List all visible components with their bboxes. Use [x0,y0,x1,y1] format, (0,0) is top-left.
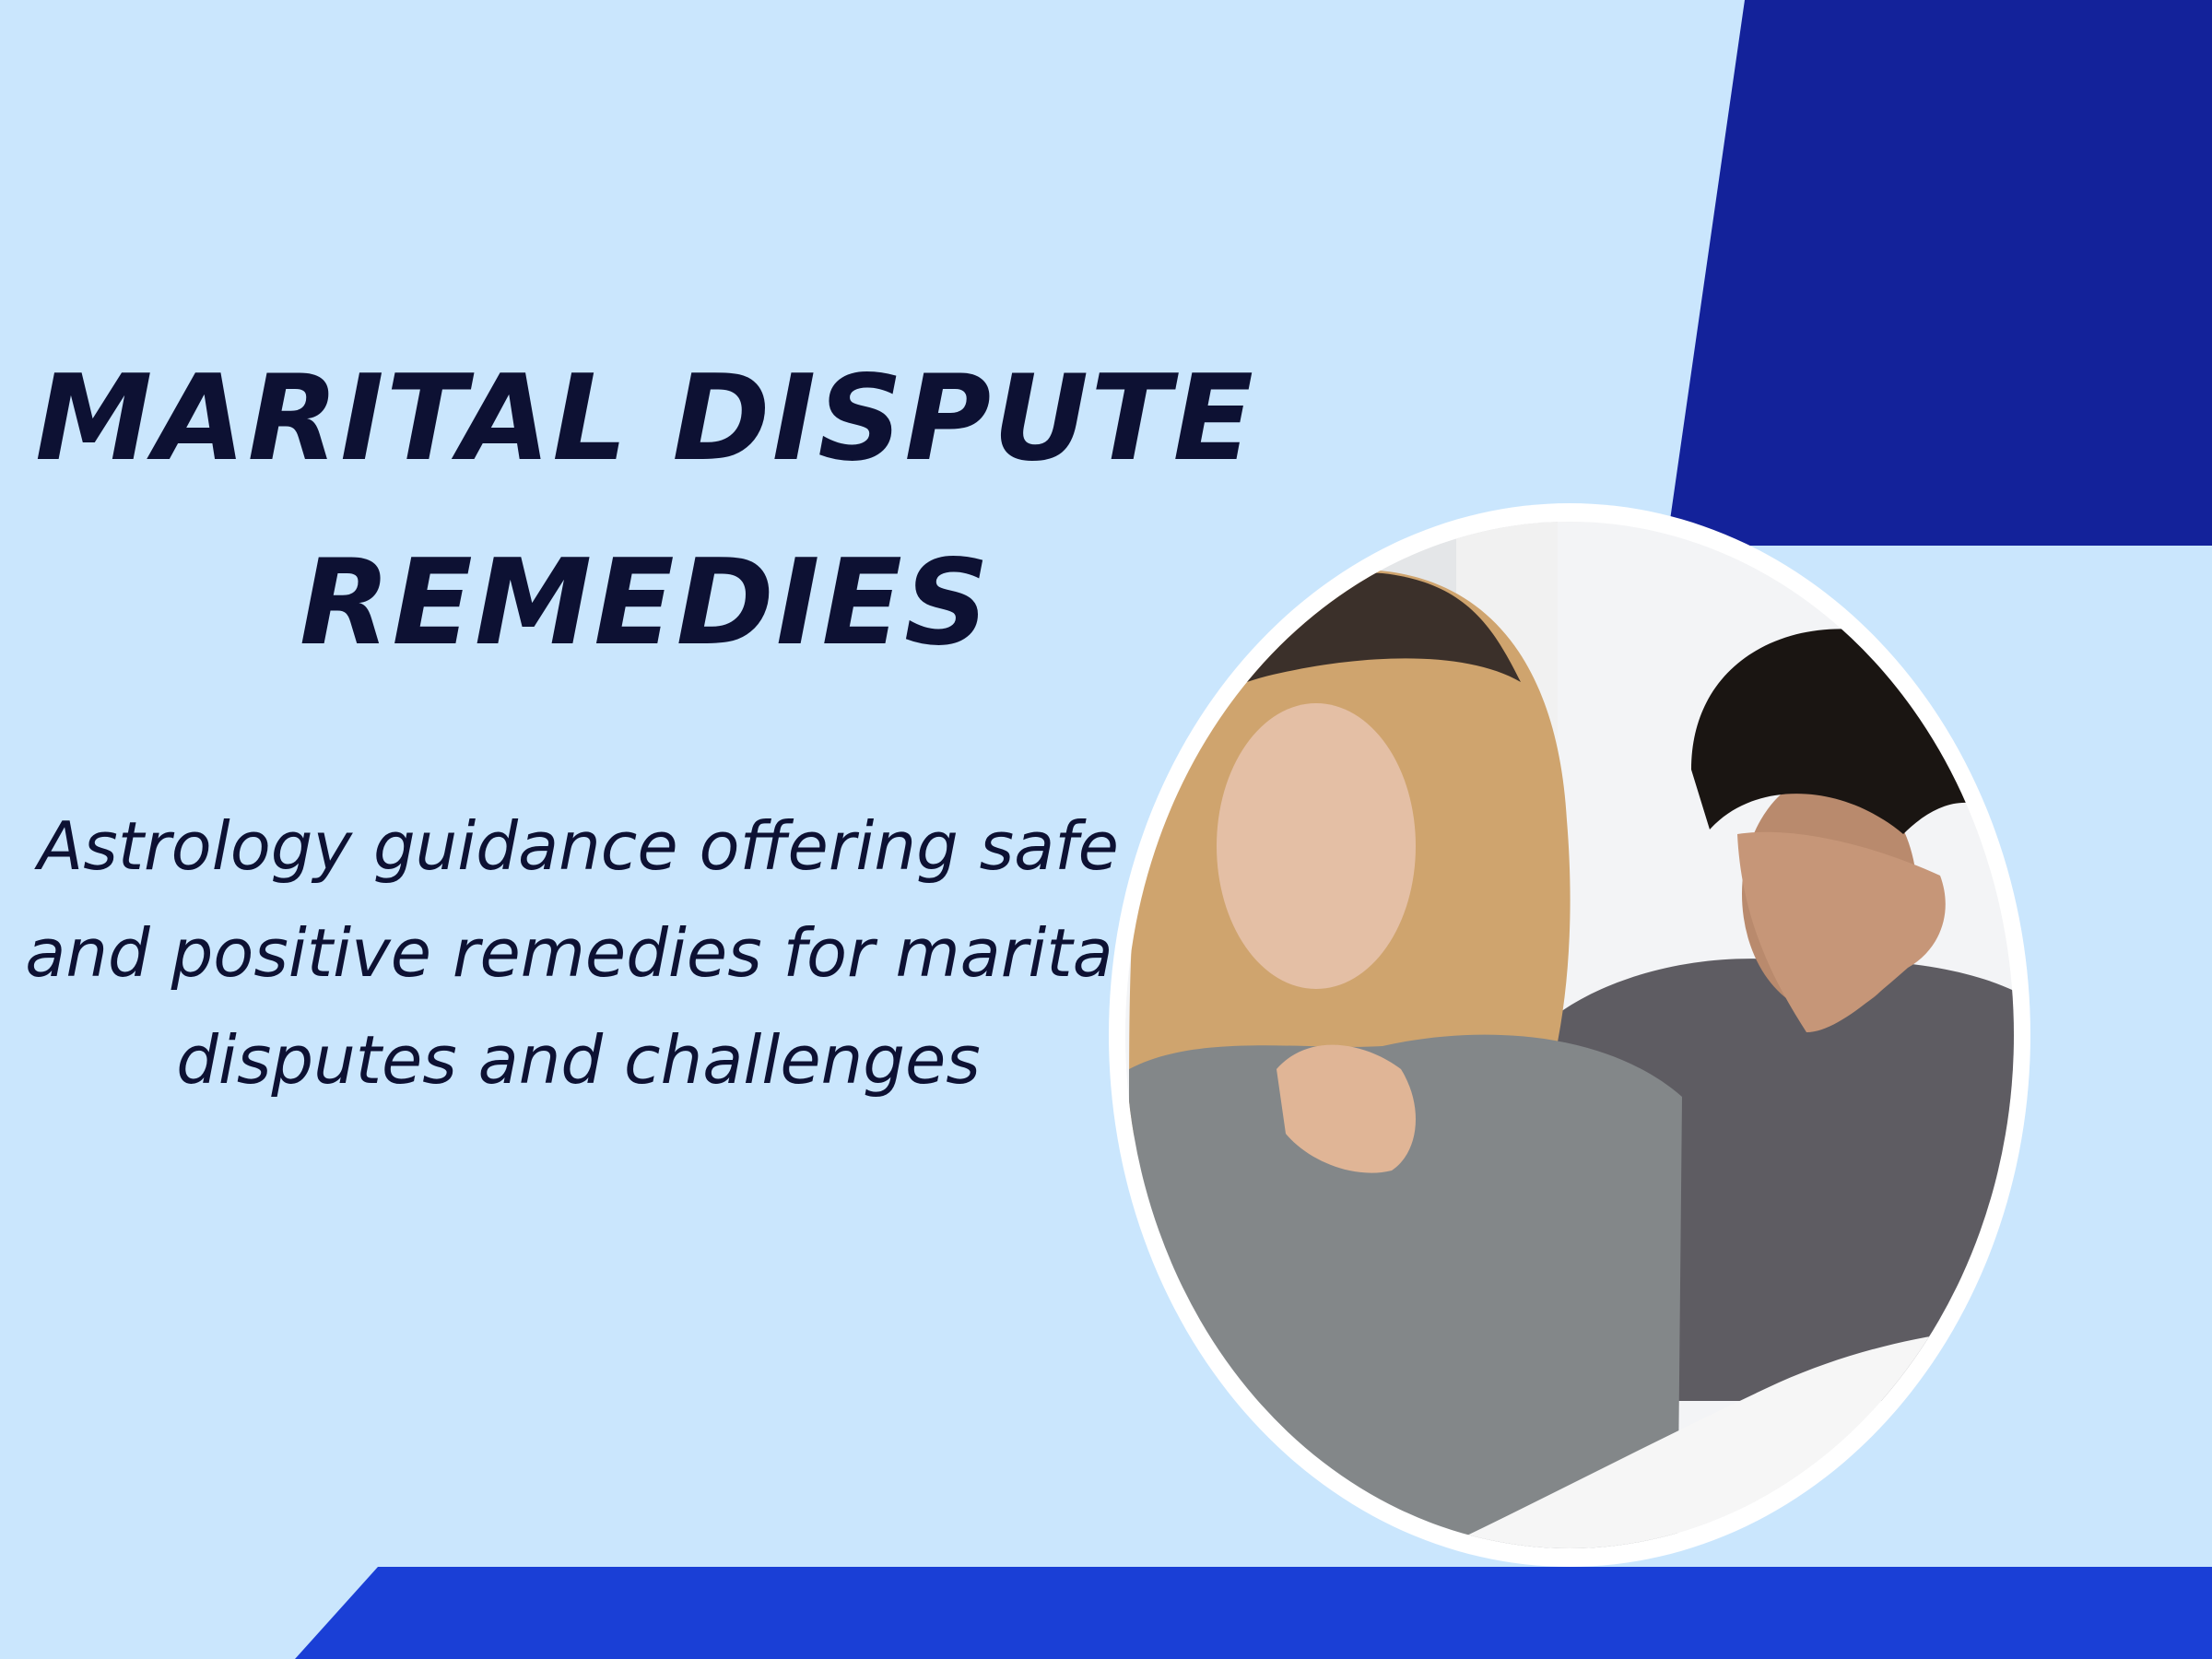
title-line-2: REMEDIES [299,535,992,672]
woman-hand [1277,1044,1417,1173]
woman-face [1217,703,1416,989]
subtitle-text: Astrology guidance offering safe and pos… [25,807,1132,1099]
man-hand [1737,831,1946,1032]
title-line-1: MARITAL DISPUTE [35,350,1255,488]
dark-blue-corner-panel [1666,0,2212,546]
page-title: MARITAL DISPUTE REMEDIES [0,327,1290,696]
photo-content [1125,522,2014,1548]
blue-bottom-bar [295,1567,2212,1659]
